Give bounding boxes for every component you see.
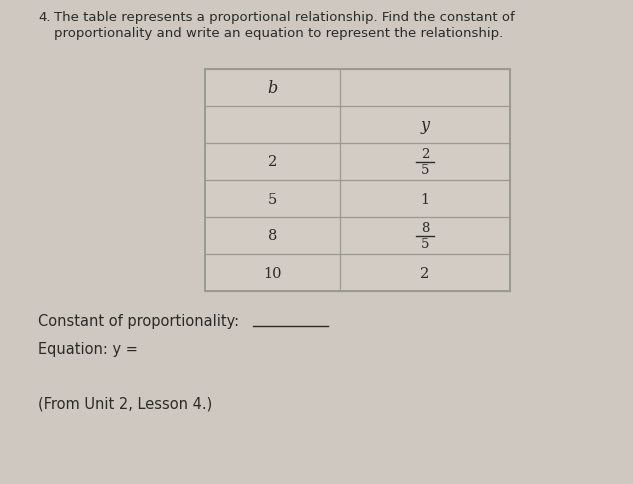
Text: 2: 2 — [421, 148, 429, 161]
Text: b: b — [267, 80, 278, 97]
Text: 4.: 4. — [38, 11, 51, 24]
Text: 5: 5 — [421, 164, 429, 177]
Bar — [205, 70, 510, 291]
Text: 1: 1 — [420, 192, 430, 206]
Text: 10: 10 — [263, 266, 282, 280]
Text: 8: 8 — [268, 229, 277, 243]
Text: Equation: y =: Equation: y = — [38, 341, 138, 356]
Text: 2: 2 — [420, 266, 430, 280]
Text: proportionality and write an equation to represent the relationship.: proportionality and write an equation to… — [54, 27, 503, 40]
Text: The table represents a proportional relationship. Find the constant of: The table represents a proportional rela… — [54, 11, 515, 24]
Text: y: y — [420, 117, 430, 134]
Text: 5: 5 — [268, 192, 277, 206]
Text: 2: 2 — [268, 155, 277, 169]
Bar — [205, 70, 510, 291]
Text: Constant of proportionality:: Constant of proportionality: — [38, 313, 244, 328]
Text: 5: 5 — [421, 238, 429, 251]
Text: 8: 8 — [421, 222, 429, 235]
Text: (From Unit 2, Lesson 4.): (From Unit 2, Lesson 4.) — [38, 396, 212, 411]
